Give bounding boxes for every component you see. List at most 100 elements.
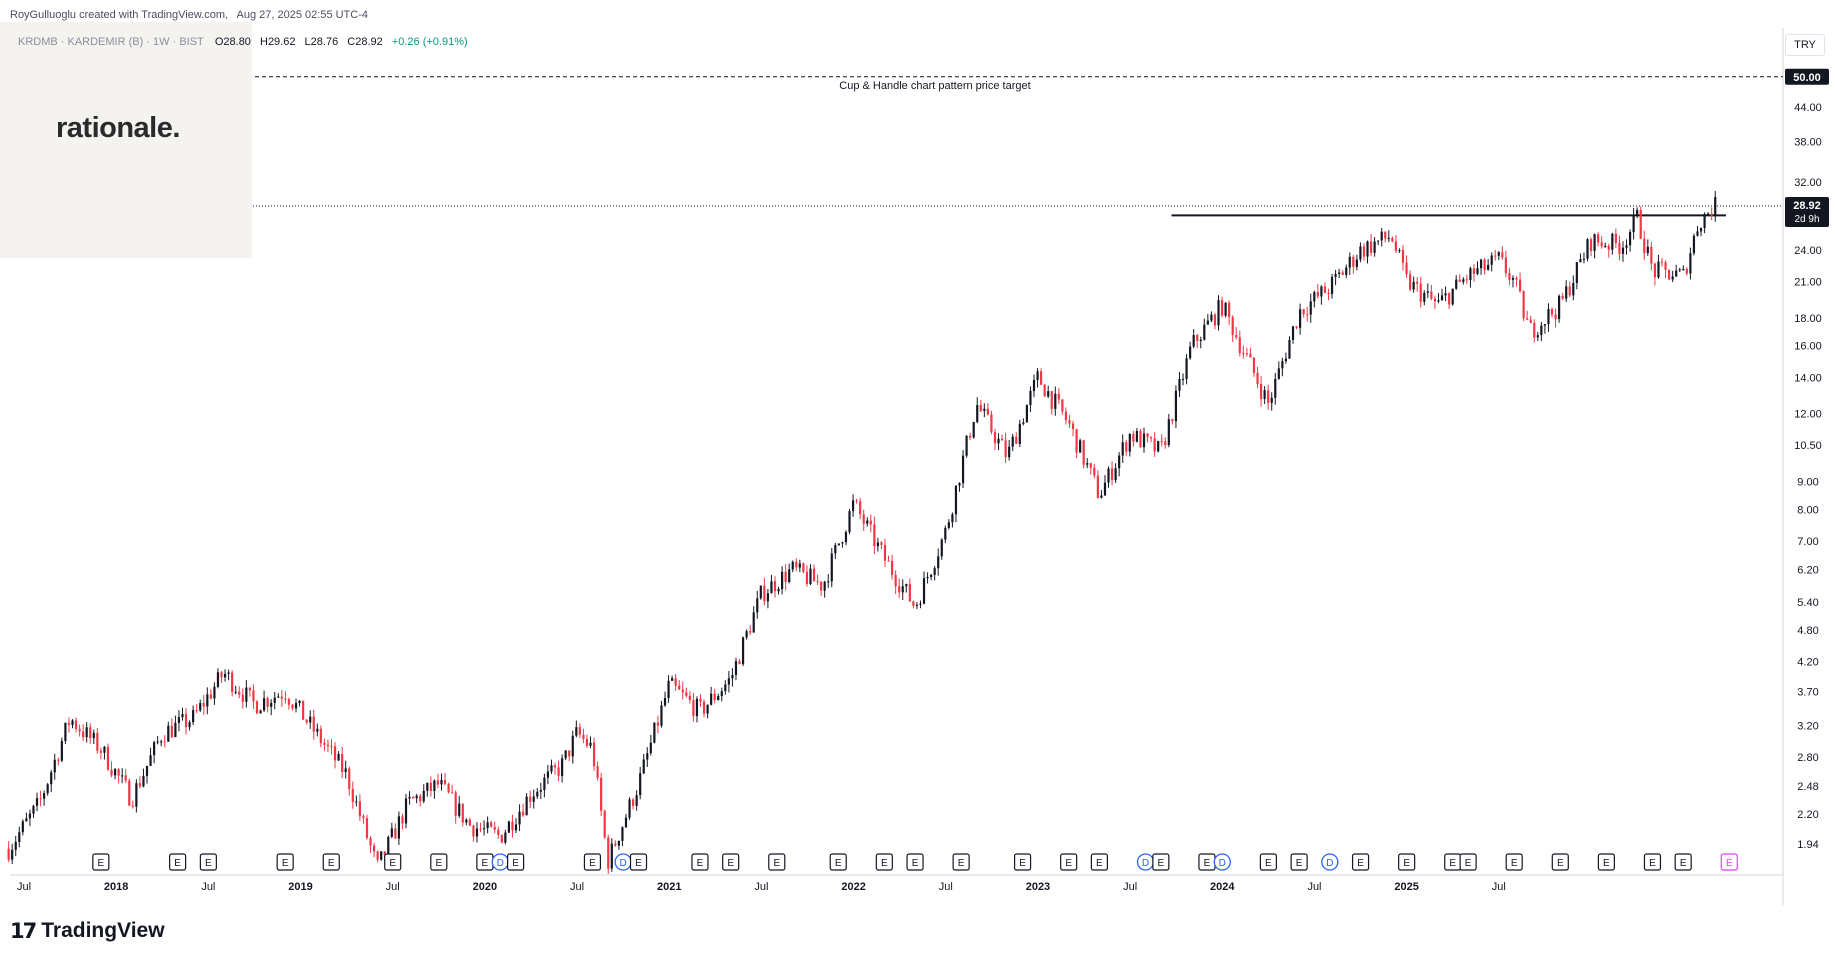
dividend-marker[interactable]: D (1321, 853, 1339, 871)
candle-body (830, 553, 833, 582)
earnings-marker[interactable]: E (507, 853, 525, 871)
earnings-marker[interactable]: E (583, 853, 602, 871)
dividend-marker[interactable]: D (1213, 853, 1231, 871)
candle-body (1103, 482, 1107, 496)
earnings-marker-icon (829, 853, 847, 871)
dividend-marker[interactable]: D (614, 853, 632, 871)
earnings-marker[interactable]: E (906, 853, 924, 871)
candle-body (259, 710, 262, 714)
earnings-marker[interactable]: E (1505, 853, 1523, 871)
candle-body (734, 661, 738, 675)
candle-body (876, 542, 879, 547)
currency-button[interactable]: TRY (1785, 34, 1825, 56)
candle-body (1359, 246, 1362, 260)
earnings-marker-label: E (1204, 858, 1211, 869)
earnings-marker[interactable]: E (1290, 853, 1308, 871)
earnings-marker-label: E (328, 858, 335, 869)
candle-body (674, 678, 677, 686)
earnings-marker[interactable]: E (1013, 853, 1032, 871)
candle-body (1004, 440, 1007, 458)
candle-body (479, 828, 482, 830)
earnings-marker[interactable]: E (1090, 853, 1108, 871)
earnings-marker-icon (1674, 853, 1692, 871)
candle-body (688, 695, 691, 700)
earnings-marker[interactable]: E (875, 853, 893, 871)
candle-body (504, 832, 507, 843)
earnings-marker[interactable]: E (1152, 853, 1170, 871)
earnings-marker[interactable]: E (691, 853, 709, 871)
earnings-marker[interactable]: E (629, 853, 648, 871)
candle-body (972, 422, 975, 438)
candle-body (1270, 397, 1273, 403)
symbol-legend[interactable]: KRDMB · KARDEMIR (B) · 1W · BIST O28.80 … (18, 36, 474, 48)
candle-body (362, 816, 365, 819)
earnings-marker-icon (1597, 853, 1615, 871)
change-value: +0.26 (+0.91%) (391, 36, 468, 48)
candle-body (1192, 334, 1195, 347)
candle-body (1125, 442, 1128, 452)
candle-body (1416, 281, 1419, 284)
earnings-marker[interactable]: E (1060, 853, 1078, 871)
candle-body (749, 631, 752, 633)
candle-body (791, 561, 794, 570)
candle-body (1621, 247, 1625, 254)
dividend-marker[interactable]: D (491, 853, 509, 871)
earnings-marker[interactable]: E (1459, 853, 1477, 871)
dividend-marker-label: D (620, 858, 627, 869)
earnings-marker[interactable]: E (430, 853, 448, 871)
candle-body (184, 714, 188, 728)
earnings-marker[interactable]: E (169, 853, 187, 871)
candle-body (74, 720, 78, 729)
earnings-marker[interactable]: E (1444, 853, 1462, 871)
earnings-marker[interactable]: E (1551, 853, 1569, 871)
candle-body (1217, 300, 1220, 326)
earnings-marker[interactable]: E (1398, 853, 1416, 871)
candle-body (1267, 390, 1270, 403)
earnings-marker-label: E (1649, 858, 1656, 869)
tradingview-brand[interactable]: 17 TradingView (10, 919, 165, 943)
earnings-marker[interactable]: E (952, 853, 970, 871)
candle-body (990, 414, 993, 433)
candle-body (412, 796, 415, 799)
earnings-marker-label: E (1065, 858, 1072, 869)
earnings-marker[interactable]: E (322, 853, 340, 871)
candle-body (113, 769, 117, 776)
earnings-marker[interactable]: E (768, 853, 786, 871)
candle-body (621, 827, 624, 841)
candle-body (39, 798, 42, 800)
candle-body (1142, 433, 1146, 448)
earnings-marker-icon (583, 853, 602, 871)
candle-body (507, 821, 511, 833)
earnings-marker[interactable]: E (1198, 853, 1216, 871)
earnings-marker[interactable]: E (829, 853, 847, 871)
earnings-marker[interactable]: E (1720, 853, 1738, 871)
dividend-marker-label: D (497, 858, 504, 869)
price-chart[interactable]: Cup & Handle chart pattern price target … (0, 0, 1835, 905)
symbol-title[interactable]: KRDMB · KARDEMIR (B) · 1W · BIST (18, 36, 204, 48)
target-price-tag (1785, 68, 1829, 85)
candle-body (546, 771, 550, 778)
candle-body (465, 819, 468, 823)
earnings-marker-label: E (482, 858, 489, 869)
earnings-marker[interactable]: E (1643, 853, 1662, 871)
candle-body (784, 571, 787, 583)
price-tick-label: 1.94 (1797, 839, 1818, 851)
earnings-marker[interactable]: E (199, 853, 217, 871)
candle-body (390, 828, 393, 837)
earnings-marker[interactable]: E (722, 853, 740, 871)
earnings-marker[interactable]: E (384, 853, 402, 871)
earnings-marker[interactable]: E (276, 853, 294, 871)
candle-body (195, 710, 198, 712)
earnings-marker[interactable]: E (1351, 853, 1370, 871)
earnings-marker[interactable]: E (1674, 853, 1692, 871)
price-tick-label: 10.50 (1794, 440, 1822, 452)
candle-body (617, 840, 620, 846)
earnings-marker[interactable]: E (92, 853, 110, 871)
candle-body (1121, 442, 1124, 456)
dividend-marker[interactable]: D (1136, 853, 1155, 871)
earnings-marker[interactable]: E (1259, 853, 1277, 871)
earnings-marker[interactable]: E (1597, 853, 1615, 871)
candle-body (1504, 257, 1507, 274)
earnings-marker[interactable]: E (476, 853, 494, 871)
candle-body (234, 691, 237, 693)
